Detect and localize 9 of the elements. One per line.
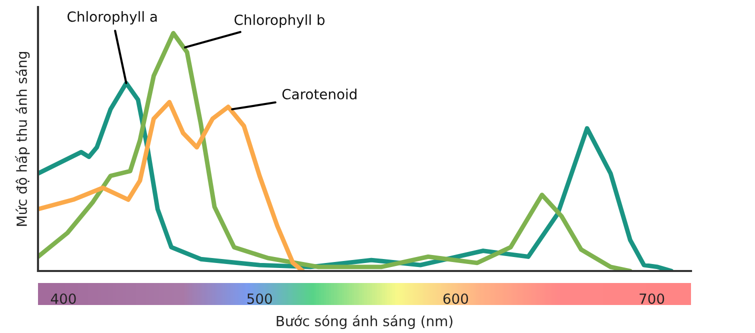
annotation: Chlorophyll b — [234, 14, 325, 28]
y-axis-title: Mức độ hấp thu ánh sáng — [15, 52, 30, 226]
x-tick-label: 600 — [443, 293, 468, 304]
x-axis-title: Bước sóng ánh sáng (nm) — [276, 315, 452, 329]
annotation: Carotenoid — [282, 88, 356, 100]
annotation: Chlorophyll a — [68, 11, 157, 25]
x-tick-label: 500 — [247, 293, 272, 304]
x-tick-label: 700 — [640, 293, 664, 304]
x-tick-label: 400 — [50, 293, 76, 304]
